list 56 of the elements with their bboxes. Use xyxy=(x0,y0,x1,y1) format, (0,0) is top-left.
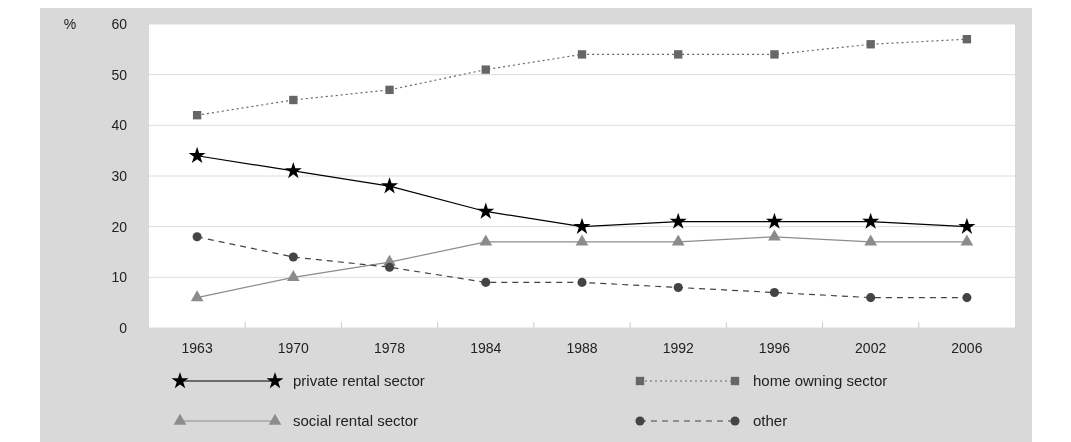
point xyxy=(190,290,204,302)
point xyxy=(866,293,876,303)
y-tick-label: 20 xyxy=(111,218,128,235)
y-axis-title: % xyxy=(63,15,77,32)
x-tick-label: 1963 xyxy=(181,339,213,356)
point xyxy=(864,234,878,246)
legend-label: home owning sector xyxy=(753,372,888,390)
x-tick-label: 1984 xyxy=(470,339,502,356)
point xyxy=(769,287,779,298)
point xyxy=(481,277,491,287)
x-tick-label: 1978 xyxy=(373,339,406,356)
point xyxy=(862,212,880,229)
point xyxy=(575,234,589,246)
point xyxy=(385,85,394,95)
point xyxy=(286,269,300,281)
point xyxy=(962,293,972,303)
point xyxy=(188,146,206,163)
point xyxy=(674,50,683,59)
x-tick-label: 1988 xyxy=(566,339,598,356)
y-tick-label: 10 xyxy=(111,269,128,286)
x-tick-label: 1996 xyxy=(758,339,791,356)
point xyxy=(770,50,779,59)
point xyxy=(671,234,685,246)
y-tick-label: 0 xyxy=(119,319,128,336)
point xyxy=(577,50,587,59)
point xyxy=(866,40,875,49)
y-tick-label: 30 xyxy=(111,167,128,184)
x-tick-label: 1970 xyxy=(277,339,310,356)
point xyxy=(284,161,302,179)
legend-label: other xyxy=(753,412,788,430)
point xyxy=(192,111,202,120)
point xyxy=(765,212,783,229)
point xyxy=(960,234,974,246)
y-tick-label: 40 xyxy=(111,117,128,134)
point xyxy=(573,217,591,234)
point xyxy=(673,282,683,293)
point xyxy=(381,177,399,194)
y-tick-label: 50 xyxy=(111,66,128,83)
point xyxy=(477,202,495,219)
point xyxy=(481,65,490,74)
point xyxy=(289,95,298,105)
x-tick-label: 1992 xyxy=(662,339,694,356)
point xyxy=(385,262,395,272)
point xyxy=(288,252,298,262)
point xyxy=(768,229,781,241)
x-tick-label: 2002 xyxy=(855,339,887,356)
point xyxy=(958,217,976,234)
point xyxy=(479,234,493,246)
legend-label: private rental sector xyxy=(293,372,425,390)
point xyxy=(962,35,972,44)
legend-label: social rental sector xyxy=(293,412,419,430)
x-tick-label: 2006 xyxy=(951,339,983,356)
point xyxy=(192,232,202,242)
y-tick-label: 60 xyxy=(111,15,128,32)
point xyxy=(669,212,687,229)
point xyxy=(577,277,587,287)
